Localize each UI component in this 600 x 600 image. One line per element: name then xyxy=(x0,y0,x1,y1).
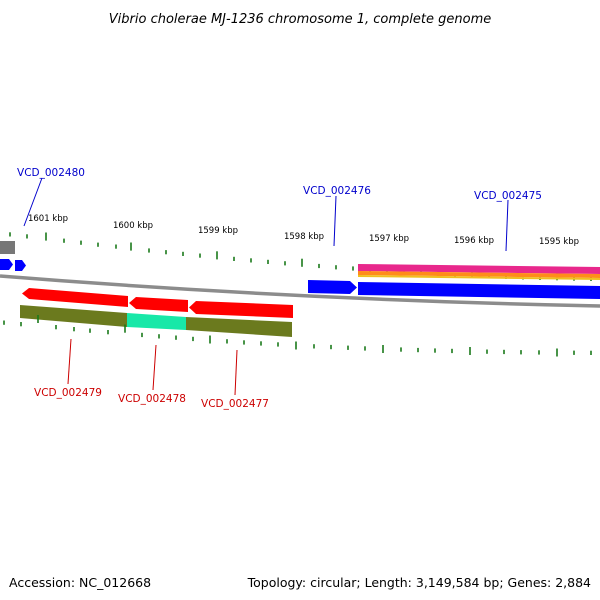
reverse-genes xyxy=(22,288,293,318)
feature-band-olive xyxy=(20,305,127,327)
scale-label: 1598 kbp xyxy=(284,232,324,242)
gene-arrow-forward[interactable] xyxy=(15,260,26,271)
feature-band-olive xyxy=(186,317,292,337)
gene-label-forward[interactable]: VCD_002475 xyxy=(474,190,542,202)
label-leader xyxy=(23,177,43,227)
gene-arrow-forward[interactable] xyxy=(358,282,600,299)
gene-arrow-forward[interactable] xyxy=(0,259,13,270)
feature-band-cyan xyxy=(127,313,186,330)
scale-label: 1596 kbp xyxy=(454,236,494,246)
gene-label-forward[interactable]: VCD_002476 xyxy=(303,185,371,197)
gene-arrow-reverse[interactable] xyxy=(189,301,293,318)
gene-arrow-reverse[interactable] xyxy=(129,297,188,312)
scale-label: 1601 kbp xyxy=(28,214,68,224)
accession-text: Accession: NC_012668 xyxy=(9,575,151,590)
feature-track xyxy=(20,305,292,337)
forward-gene-labels xyxy=(23,177,509,252)
map-title: Vibrio cholerae MJ-1236 chromosome 1, co… xyxy=(109,12,491,27)
gene-label-reverse[interactable]: VCD_002478 xyxy=(118,393,186,405)
gene-arrow-forward[interactable] xyxy=(308,280,357,294)
feature-band-yellow xyxy=(358,275,600,280)
scale-labels: 1601 kbp 1600 kbp 1599 kbp 1598 kbp 1597… xyxy=(28,214,579,247)
label-leader xyxy=(67,338,72,385)
gene-label-reverse[interactable]: VCD_002479 xyxy=(34,387,102,399)
label-leader xyxy=(234,349,238,396)
label-leader xyxy=(152,344,157,391)
gene-label-reverse[interactable]: VCD_002477 xyxy=(201,398,269,410)
reverse-gene-labels xyxy=(67,338,238,396)
forward-genes xyxy=(0,259,600,299)
inner-tick-marks xyxy=(3,315,592,357)
gene-arrow-reverse[interactable] xyxy=(22,288,128,307)
gene-label-forward[interactable]: VCD_002480 xyxy=(17,167,85,179)
scale-label: 1597 kbp xyxy=(369,234,409,244)
feature-band-magenta xyxy=(358,264,600,274)
scale-label: 1599 kbp xyxy=(198,226,238,236)
scale-label: 1595 kbp xyxy=(539,237,579,247)
label-leader xyxy=(505,199,509,252)
feature-stack xyxy=(358,264,600,280)
scale-label: 1600 kbp xyxy=(113,221,153,231)
feature-band-orange xyxy=(358,271,600,278)
backbone-stub xyxy=(0,241,15,254)
label-leader xyxy=(333,195,337,247)
genome-backbone xyxy=(0,274,600,308)
genome-summary-text: Topology: circular; Length: 3,149,584 bp… xyxy=(247,575,591,590)
